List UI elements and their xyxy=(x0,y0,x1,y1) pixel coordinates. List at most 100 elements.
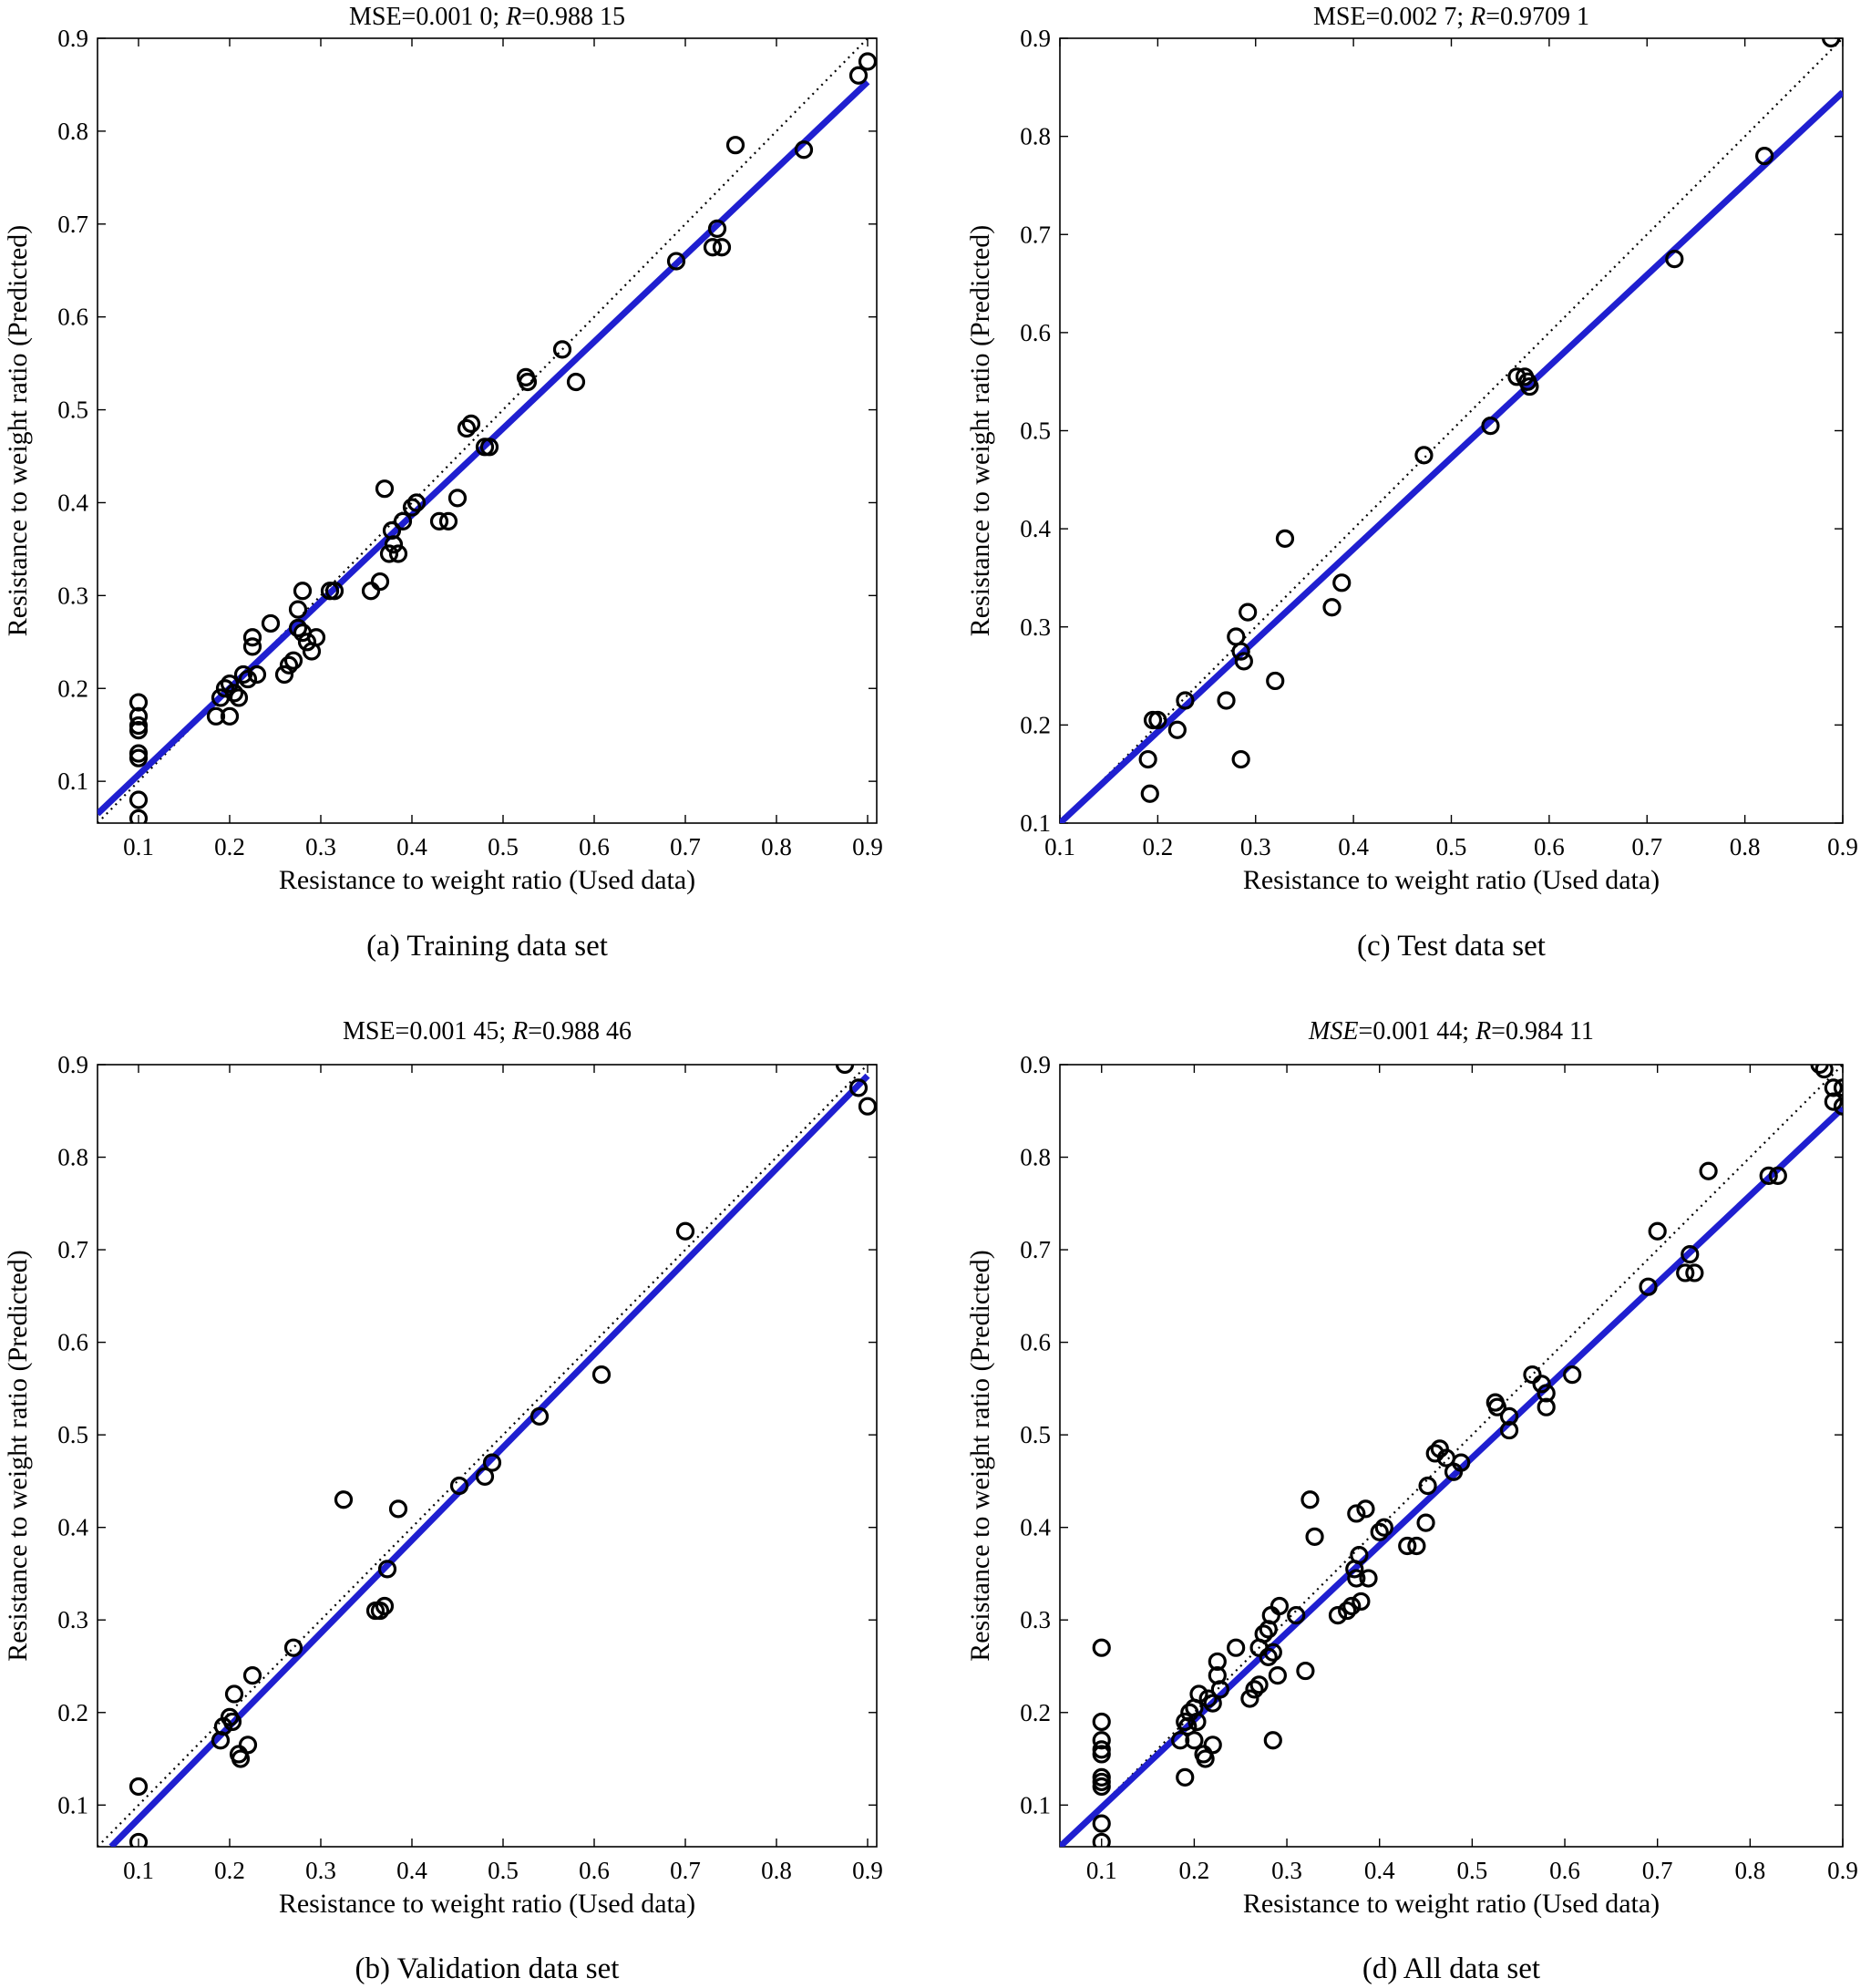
data-point xyxy=(1563,1365,1582,1385)
y-tick-label: 0.3 xyxy=(57,582,88,609)
data-point xyxy=(1270,1596,1290,1616)
data-point xyxy=(1833,1097,1843,1116)
data-point xyxy=(1275,529,1295,548)
x-tick-label: 0.7 xyxy=(1631,833,1662,860)
data-point xyxy=(388,1499,408,1519)
x-tick-label: 0.6 xyxy=(1534,833,1565,860)
data-point xyxy=(283,1638,303,1657)
panel-caption: (d) All data set xyxy=(1362,1952,1540,1985)
data-point xyxy=(1499,1406,1519,1426)
y-tick-label: 0.9 xyxy=(57,1051,88,1078)
data-point xyxy=(229,688,249,707)
data-point xyxy=(1754,147,1774,166)
y-tick-label: 0.8 xyxy=(57,1144,88,1171)
data-point xyxy=(1092,1712,1111,1732)
data-point xyxy=(233,664,253,685)
title-part: MSE=0.001 0; xyxy=(349,3,506,31)
data-point xyxy=(1814,1065,1834,1079)
y-axis-label: Resistance to weight ratio (Predicted) xyxy=(3,1250,33,1662)
y-tick-label: 0.4 xyxy=(57,1514,88,1541)
y-tick-label: 0.1 xyxy=(57,767,88,795)
data-point xyxy=(1240,1689,1259,1708)
data-point xyxy=(1824,1078,1843,1097)
y-tick-label: 0.8 xyxy=(57,118,88,145)
y-tick-label: 0.8 xyxy=(1020,123,1051,150)
data-point xyxy=(1328,1606,1348,1625)
data-point xyxy=(222,1712,242,1732)
data-point xyxy=(566,372,586,392)
data-point xyxy=(238,1736,258,1755)
data-point xyxy=(1532,1375,1551,1394)
data-point xyxy=(479,438,499,457)
data-point xyxy=(438,511,458,530)
data-point xyxy=(1359,1569,1378,1588)
data-point xyxy=(1681,1245,1700,1264)
x-tick-label: 0.5 xyxy=(488,833,519,860)
data-point xyxy=(129,721,149,740)
title-part: R xyxy=(1475,1017,1491,1046)
data-point xyxy=(1227,1638,1246,1657)
data-point xyxy=(1537,1384,1556,1403)
fit-line xyxy=(108,1073,870,1847)
title-part: MSE=0.001 45; xyxy=(343,1017,512,1046)
identity-line xyxy=(98,1065,869,1847)
data-point xyxy=(1648,1221,1667,1241)
data-point xyxy=(461,414,481,433)
data-point xyxy=(858,1097,877,1116)
title-part: =0.988 15 xyxy=(521,3,625,31)
y-tick-label: 0.1 xyxy=(57,1791,88,1818)
x-tick-label: 0.3 xyxy=(1240,833,1271,860)
y-tick-label: 0.6 xyxy=(1020,319,1051,346)
data-point xyxy=(1370,1522,1389,1541)
data-point xyxy=(529,1406,550,1426)
data-point xyxy=(1227,627,1246,646)
data-point xyxy=(1305,1527,1324,1546)
y-axis-label: Resistance to weight ratio (Predicted) xyxy=(3,225,33,637)
data-point xyxy=(1189,1684,1208,1704)
data-point xyxy=(1347,1569,1366,1588)
data-point xyxy=(370,1601,390,1621)
plot-area xyxy=(1060,1065,1843,1847)
x-tick-label: 0.8 xyxy=(1730,833,1761,860)
data-point xyxy=(1350,1546,1369,1565)
y-tick-label: 0.5 xyxy=(57,397,88,424)
data-point xyxy=(1418,1476,1437,1496)
data-point xyxy=(1210,1680,1229,1699)
data-point xyxy=(1092,1745,1111,1764)
data-point xyxy=(1138,749,1157,769)
title-part: =0.988 46 xyxy=(528,1017,632,1046)
data-point xyxy=(1231,749,1250,769)
data-point xyxy=(1356,1499,1375,1519)
x-tick-label: 0.4 xyxy=(396,1857,427,1884)
data-point xyxy=(1487,1397,1506,1416)
data-point xyxy=(1239,603,1258,622)
data-point xyxy=(402,498,422,517)
x-tick-label: 0.6 xyxy=(579,833,610,860)
data-point xyxy=(1217,691,1236,710)
x-axis-label: Resistance to weight ratio (Used data) xyxy=(279,865,695,895)
data-point xyxy=(1824,1092,1843,1111)
panel-title: MSE=0.001 0; R=0.988 15 xyxy=(349,3,625,31)
x-tick-label: 0.3 xyxy=(305,833,336,860)
y-tick-label: 0.6 xyxy=(57,304,88,331)
y-tick-label: 0.9 xyxy=(1020,25,1051,52)
data-point xyxy=(129,1777,149,1797)
data-point xyxy=(1092,1814,1111,1833)
panel-title: MSE=0.001 44; R=0.984 11 xyxy=(1308,1017,1594,1046)
data-point xyxy=(1499,1420,1519,1440)
identity-line xyxy=(1060,1065,1843,1847)
x-tick-label: 0.3 xyxy=(1271,1857,1302,1884)
data-point xyxy=(1092,1731,1111,1750)
data-point xyxy=(220,675,240,694)
y-tick-label: 0.4 xyxy=(1020,1514,1051,1541)
data-point xyxy=(1639,1277,1658,1296)
data-point xyxy=(1347,1504,1366,1523)
panel-title: MSE=0.001 45; R=0.988 46 xyxy=(343,1017,632,1046)
data-point xyxy=(238,669,258,689)
data-point xyxy=(1140,784,1159,803)
data-point xyxy=(384,535,404,554)
data-point xyxy=(429,511,449,530)
y-tick-label: 0.7 xyxy=(57,211,88,238)
y-tick-label: 0.3 xyxy=(1020,1606,1051,1633)
data-point xyxy=(591,1365,612,1385)
